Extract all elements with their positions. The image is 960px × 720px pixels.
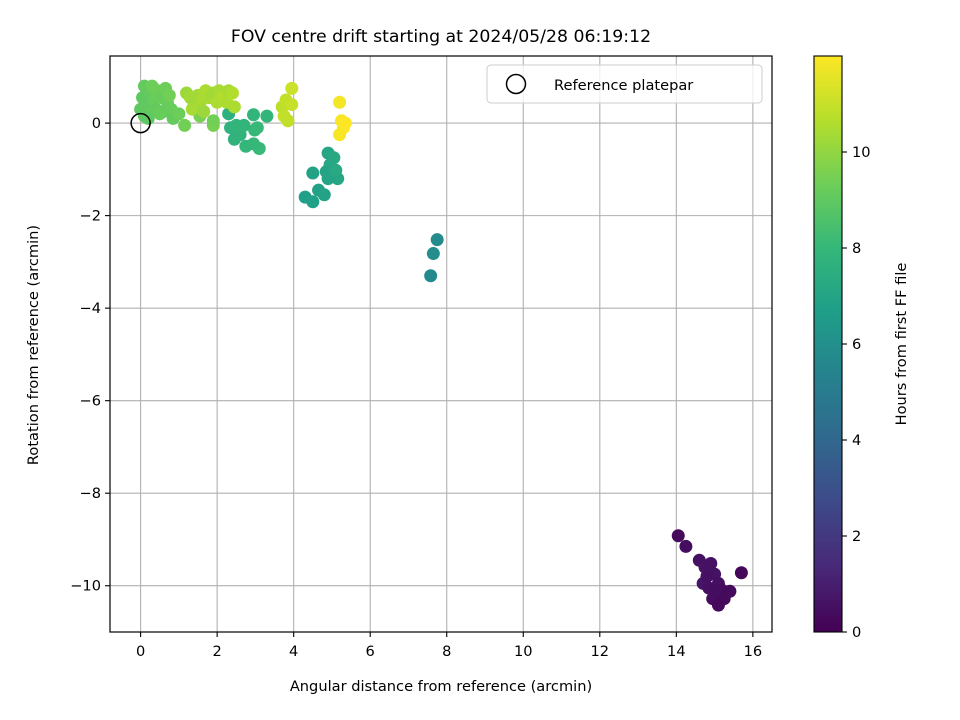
colorbar-label: Hours from first FF file — [893, 263, 910, 426]
data-point — [704, 557, 718, 571]
y-tick-label: −4 — [79, 300, 101, 317]
data-point — [711, 598, 725, 612]
data-point — [333, 95, 347, 109]
data-point — [178, 118, 192, 132]
x-tick-label: 6 — [366, 643, 375, 660]
data-point — [246, 108, 260, 122]
x-tick-label: 0 — [136, 643, 145, 660]
data-point — [260, 109, 274, 123]
data-point — [700, 569, 714, 583]
y-tick-label: 0 — [92, 115, 101, 132]
colorbar-tick-label: 0 — [852, 624, 861, 641]
data-point — [225, 86, 239, 100]
data-point — [317, 188, 331, 202]
data-point — [285, 81, 299, 95]
data-point — [306, 195, 320, 209]
colorbar-gradient — [813, 55, 843, 633]
legend-marker-icon — [505, 73, 527, 95]
colorbar-tick-label: 4 — [852, 432, 861, 449]
colorbar-tick-label: 2 — [852, 528, 861, 545]
data-point — [338, 116, 352, 130]
legend-box — [486, 64, 763, 104]
legend-label: Reference platepar — [554, 77, 693, 94]
data-point — [185, 102, 199, 116]
reference-marker — [130, 112, 151, 134]
grid-lines — [110, 56, 772, 632]
data-point — [329, 163, 343, 177]
colorbar-tick-label: 8 — [852, 240, 861, 257]
data-point — [281, 114, 295, 128]
data-point — [679, 539, 693, 553]
x-axis-ticks: 0 2 4 6 8 10 12 14 16 — [136, 632, 762, 660]
x-axis-label: Angular distance from reference (arcmin) — [290, 678, 592, 695]
y-tick-label: −10 — [70, 578, 101, 595]
data-point — [426, 247, 440, 261]
data-point — [430, 233, 444, 247]
chart-title: FOV centre drift starting at 2024/05/28 … — [231, 27, 651, 47]
data-point — [424, 269, 438, 283]
x-tick-label: 2 — [212, 643, 221, 660]
data-point — [237, 118, 251, 132]
colorbar-ticks: 0 2 4 6 8 10 — [842, 144, 871, 641]
data-point — [197, 105, 211, 119]
x-tick-label: 4 — [289, 643, 298, 660]
data-point — [671, 529, 685, 543]
y-tick-label: −2 — [79, 208, 101, 225]
x-tick-label: 16 — [744, 643, 763, 660]
data-point — [710, 583, 724, 597]
y-tick-label: −8 — [79, 485, 101, 502]
data-points — [134, 79, 748, 612]
y-tick-label: −6 — [79, 393, 101, 410]
x-tick-label: 8 — [442, 643, 451, 660]
data-point — [172, 107, 186, 121]
data-point — [153, 107, 167, 121]
colorbar: 0 2 4 6 8 10 Hours from first FF file — [813, 55, 910, 641]
data-point — [285, 98, 299, 112]
data-point — [206, 114, 220, 128]
x-tick-label: 10 — [514, 643, 533, 660]
x-tick-label: 12 — [591, 643, 610, 660]
data-point — [734, 566, 748, 580]
data-point — [250, 121, 264, 135]
colorbar-tick-label: 10 — [852, 144, 871, 161]
data-point — [306, 166, 320, 180]
data-point — [246, 137, 260, 151]
data-point — [227, 100, 241, 114]
data-point — [321, 172, 335, 186]
y-axis-label: Rotation from reference (arcmin) — [25, 225, 42, 465]
data-point — [162, 88, 176, 102]
colorbar-tick-label: 6 — [852, 336, 861, 353]
y-axis-ticks: 0 −2 −4 −6 −8 −10 — [70, 115, 110, 595]
plot-frame — [109, 55, 773, 633]
data-point — [333, 128, 347, 142]
data-point — [723, 584, 737, 598]
x-tick-label: 14 — [667, 643, 686, 660]
data-point — [134, 102, 148, 116]
legend: Reference platepar — [486, 64, 763, 104]
